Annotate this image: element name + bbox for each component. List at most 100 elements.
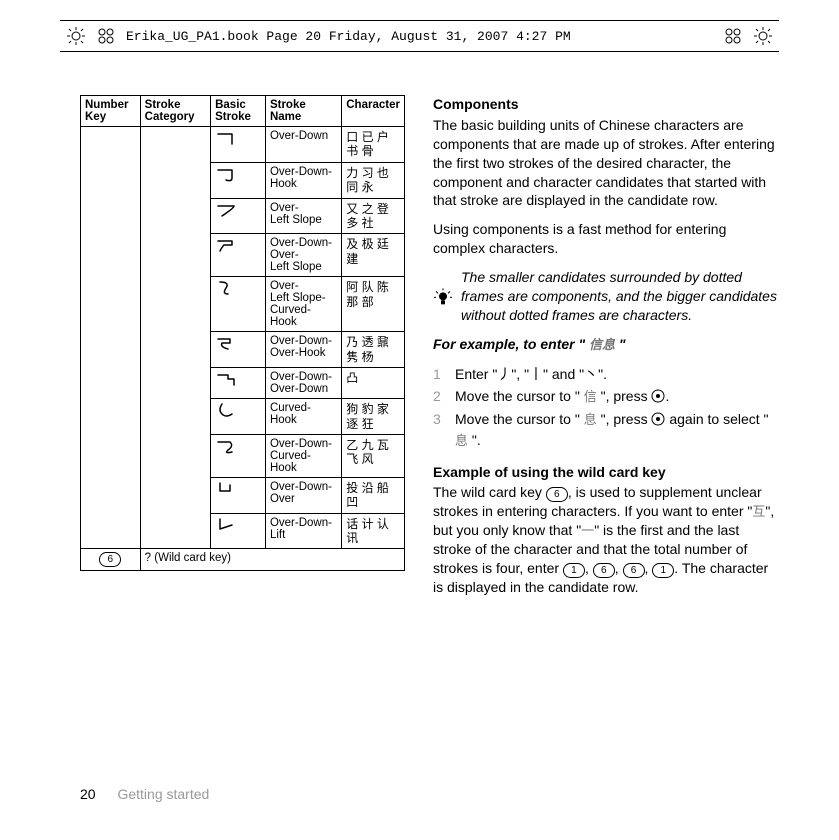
step-1: 1 Enter "丿", "丨" and "丶".: [433, 364, 779, 384]
cell-character: 投 沿 船 凹: [342, 477, 405, 513]
keycap-6: 6: [546, 487, 568, 502]
th-basic-stroke: Basic Stroke: [211, 96, 266, 127]
page-footer: 20 Getting started: [80, 786, 209, 802]
document-header: Erika_UG_PA1.book Page 20 Friday, August…: [60, 20, 779, 52]
tip-block: The smaller candidates surrounded by dot…: [433, 268, 779, 325]
table-row: Over-Down口 已 户 书 骨: [81, 127, 405, 163]
keycap-6: 6: [99, 552, 121, 567]
tip-text: The smaller candidates surrounded by dot…: [461, 268, 779, 325]
cell-basic-stroke: [211, 513, 266, 549]
section-name: Getting started: [117, 786, 209, 802]
cell-stroke-name: Over-Down-Over- Left Slope: [265, 234, 341, 277]
cell-character: 力 习 也 同 永: [342, 162, 405, 198]
cell-basic-stroke: [211, 234, 266, 277]
cell-character: 又 之 登 多 社: [342, 198, 405, 234]
cell-basic-stroke: [211, 198, 266, 234]
clover-icon: [723, 26, 743, 46]
cell-basic-stroke: [211, 477, 266, 513]
cell-character: 阿 队 陈 那 部: [342, 277, 405, 332]
keycap: 1: [563, 563, 585, 578]
cell-character: 乙 九 瓦 飞 风: [342, 434, 405, 477]
cell-wildcard-label: ? (Wild card key): [140, 549, 404, 571]
stroke-glyph-icon: [215, 402, 237, 418]
example-heading-cjk: 信息: [589, 337, 615, 352]
cell-character: 口 已 户 书 骨: [342, 127, 405, 163]
cell-stroke-name: Over-Down-Over-Down: [265, 368, 341, 399]
th-stroke-name: Stroke Name: [265, 96, 341, 127]
stroke-glyph-icon: [215, 438, 237, 454]
sun-icon: [753, 26, 773, 46]
cell-stroke-name: Over-Down-Over-Hook: [265, 332, 341, 368]
example-heading: For example, to enter " 信息 ": [433, 335, 779, 354]
cell-basic-stroke: [211, 162, 266, 198]
cell-basic-stroke: [211, 434, 266, 477]
nav-center-icon: [651, 389, 665, 403]
cell-stroke-name: Over-Down-Hook: [265, 162, 341, 198]
cell-stroke-name: Over-Down-Lift: [265, 513, 341, 549]
cell-character: 及 极 廷 建: [342, 234, 405, 277]
cell-basic-stroke: [211, 127, 266, 163]
table-header-row: Number Key Stroke Category Basic Stroke …: [81, 96, 405, 127]
cell-stroke-name: Over-Down: [265, 127, 341, 163]
stroke-glyph-icon: [215, 130, 237, 146]
stroke-glyph-icon: [215, 481, 237, 497]
right-column: Components The basic building units of C…: [433, 95, 779, 607]
stroke-glyph-icon: [215, 335, 237, 351]
sun-icon: [66, 26, 86, 46]
components-heading: Components: [433, 95, 779, 114]
header-right: [723, 26, 773, 46]
step-number: 1: [433, 364, 445, 384]
cell-basic-stroke: [211, 332, 266, 368]
th-character: Character: [342, 96, 405, 127]
steps-list: 1 Enter "丿", "丨" and "丶". 2 Move the cur…: [433, 364, 779, 451]
cell-wildcard-key: 6: [81, 549, 141, 571]
cell-stroke-name: Over-Down-Curved-Hook: [265, 434, 341, 477]
cell-number-key: [81, 127, 141, 549]
step-number: 3: [433, 409, 445, 451]
cell-character: 乃 透 鼐 隽 杨: [342, 332, 405, 368]
keycap: 1: [652, 563, 674, 578]
components-paragraph-2: Using components is a fast method for en…: [433, 220, 779, 258]
cell-character: 话 计 认 讯: [342, 513, 405, 549]
cell-basic-stroke: [211, 399, 266, 435]
cell-basic-stroke: [211, 277, 266, 332]
th-stroke-category: Stroke Category: [140, 96, 210, 127]
stroke-glyph-icon: [215, 280, 237, 296]
stroke-table: Number Key Stroke Category Basic Stroke …: [80, 95, 405, 571]
wildcard-heading: Example of using the wild card key: [433, 463, 779, 482]
header-left: Erika_UG_PA1.book Page 20 Friday, August…: [66, 26, 571, 46]
step-2: 2 Move the cursor to " 信 ", press .: [433, 386, 779, 407]
header-filename: Erika_UG_PA1.book Page 20 Friday, August…: [126, 29, 571, 44]
wildcard-paragraph: The wild card key 6, is used to suppleme…: [433, 483, 779, 597]
stroke-glyph-icon: [215, 237, 237, 253]
lightbulb-icon: [433, 270, 453, 325]
stroke-glyph-icon: [215, 166, 237, 182]
nav-center-icon: [651, 412, 665, 426]
cell-character: 凸: [342, 368, 405, 399]
keycap: 6: [593, 563, 615, 578]
stroke-glyph-icon: [215, 517, 237, 533]
step-text: Enter "丿", "丨" and "丶".: [455, 364, 607, 384]
step-3: 3 Move the cursor to " 息 ", press again …: [433, 409, 779, 451]
cell-stroke-name: Over- Left Slope: [265, 198, 341, 234]
cell-stroke-name: Over- Left Slope-Curved-Hook: [265, 277, 341, 332]
example-heading-suffix: ": [615, 336, 626, 352]
clover-icon: [96, 26, 116, 46]
step-text: Move the cursor to " 息 ", press again to…: [455, 409, 779, 451]
page-content: Number Key Stroke Category Basic Stroke …: [80, 95, 779, 607]
cell-basic-stroke: [211, 368, 266, 399]
keycap: 6: [623, 563, 645, 578]
step-text: Move the cursor to " 信 ", press .: [455, 386, 669, 407]
example-heading-prefix: For example, to enter ": [433, 336, 589, 352]
stroke-glyph-icon: [215, 371, 237, 387]
stroke-glyph-icon: [215, 202, 237, 218]
page-number: 20: [80, 786, 96, 802]
left-column: Number Key Stroke Category Basic Stroke …: [80, 95, 405, 607]
th-number-key: Number Key: [81, 96, 141, 127]
cell-stroke-name: Curved-Hook: [265, 399, 341, 435]
cell-stroke-name: Over-Down-Over: [265, 477, 341, 513]
components-paragraph-1: The basic building units of Chinese char…: [433, 116, 779, 210]
table-row-wildcard: 6 ? (Wild card key): [81, 549, 405, 571]
cell-character: 狗 豹 家 逐 狂: [342, 399, 405, 435]
step-number: 2: [433, 386, 445, 407]
